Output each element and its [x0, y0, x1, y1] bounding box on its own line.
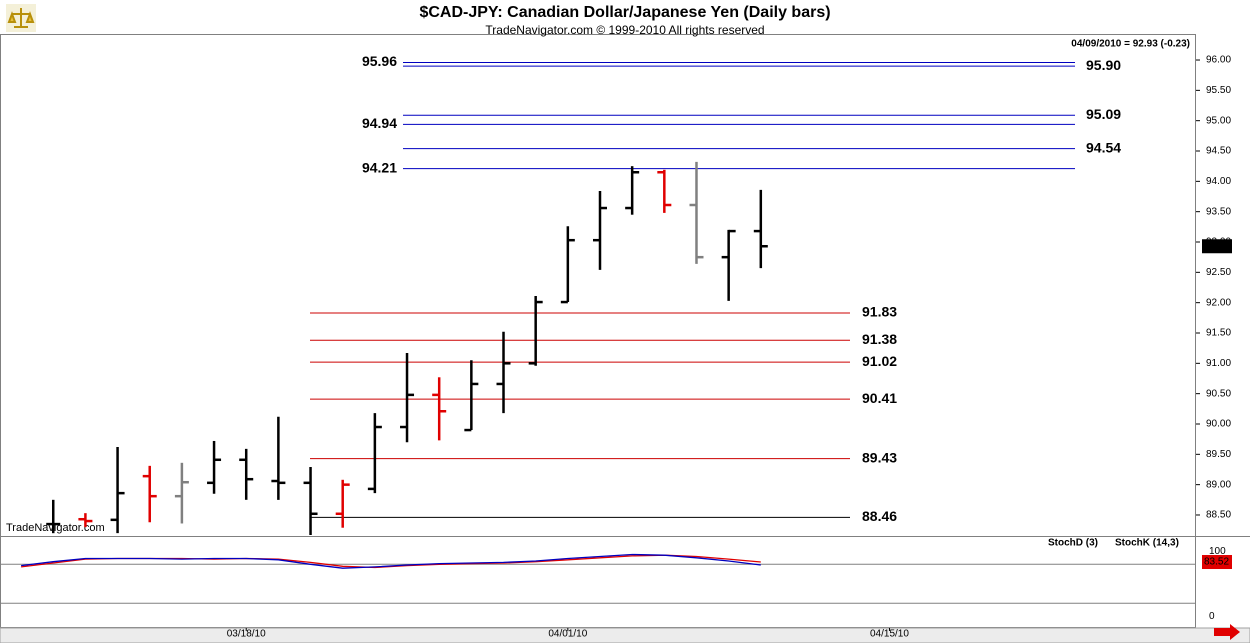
ohlc-bar	[560, 226, 575, 304]
level-label: 91.02	[862, 353, 897, 369]
level-label: 94.54	[1086, 139, 1121, 155]
stoch-line	[21, 553, 761, 569]
y-tick-label: 90.50	[1206, 388, 1231, 399]
y-tick-label: 91.50	[1206, 328, 1231, 339]
y-tick-label: 89.50	[1206, 449, 1231, 460]
y-tick-label: 95.50	[1206, 85, 1231, 96]
level-label: 91.38	[862, 331, 897, 347]
ohlc-bar	[432, 377, 447, 441]
ohlc-bar	[528, 295, 543, 366]
level-label: 95.96	[362, 53, 397, 69]
last-price-box	[1202, 239, 1232, 254]
logo	[6, 4, 36, 32]
level-label: 95.09	[1086, 106, 1121, 122]
ohlc-bar	[721, 229, 736, 301]
stoch-tick-label: 0	[1209, 611, 1215, 622]
ohlc-bar	[753, 189, 768, 269]
y-tick-label: 91.00	[1206, 358, 1231, 369]
logo-icon	[7, 8, 35, 28]
ohlc-bar	[593, 191, 607, 270]
watermark: TradeNavigator.com	[6, 522, 105, 534]
level-label: 91.83	[862, 304, 897, 320]
stoch-last-box	[1202, 555, 1232, 570]
ohlc-bar	[110, 447, 125, 534]
level-label: 89.43	[862, 449, 897, 465]
level-label: 88.46	[862, 508, 897, 524]
y-tick-label: 89.00	[1206, 479, 1231, 490]
ohlc-bar	[400, 353, 415, 443]
ohlc-bar	[464, 360, 479, 432]
ohlc-bar	[207, 440, 222, 494]
level-label: 94.21	[362, 159, 397, 175]
date-strip	[0, 627, 1250, 643]
y-tick-label: 90.00	[1206, 419, 1231, 430]
chart-title: $CAD-JPY: Canadian Dollar/Japanese Yen (…	[419, 4, 830, 21]
y-tick-label: 92.50	[1206, 267, 1231, 278]
stoch-tick-label: 100	[1209, 546, 1226, 557]
ohlc-bar	[496, 331, 511, 414]
ohlc-bar	[625, 166, 640, 215]
scroll-arrow[interactable]	[1214, 624, 1240, 640]
y-tick-label: 88.50	[1206, 510, 1231, 521]
ohlc-bar	[174, 462, 189, 524]
level-label: 95.90	[1086, 57, 1121, 73]
ohlc-bar	[335, 479, 350, 528]
ohlc-bar	[367, 413, 382, 494]
ohlc-bar	[271, 416, 286, 500]
level-label: 94.94	[362, 115, 397, 131]
legend-entry: StochD (3)	[1048, 538, 1098, 549]
chart-subtitle: TradeNavigator.com © 1999-2010 All right…	[485, 23, 764, 37]
ohlc-bar	[142, 465, 157, 523]
price-header: 04/09/2010 = 92.93 (-0.23)	[1071, 39, 1190, 50]
x-tick-label: 04/15/10	[870, 629, 909, 640]
x-tick-label: 03/18/10	[227, 629, 266, 640]
ohlc-bar	[689, 161, 704, 264]
x-tick-label: 04/01/10	[548, 629, 587, 640]
level-label: 90.41	[862, 390, 897, 406]
y-tick-label: 96.00	[1206, 55, 1231, 66]
y-tick-label: 94.50	[1206, 146, 1231, 157]
y-tick-label: 94.00	[1206, 176, 1231, 187]
y-tick-label: 92.00	[1206, 297, 1231, 308]
ohlc-bar	[78, 513, 93, 528]
ohlc-bar	[239, 448, 254, 500]
ohlc-bar	[46, 499, 61, 534]
ohlc-bar	[303, 467, 318, 535]
stoch-last-label: 83.52	[1204, 557, 1229, 568]
ohlc-bar	[657, 169, 672, 213]
legend-entry: StochK (14,3)	[1115, 538, 1179, 549]
last-price-label: 92.93	[1204, 241, 1229, 252]
y-tick-label: 93.50	[1206, 206, 1231, 217]
y-tick-label: 95.00	[1206, 115, 1231, 126]
